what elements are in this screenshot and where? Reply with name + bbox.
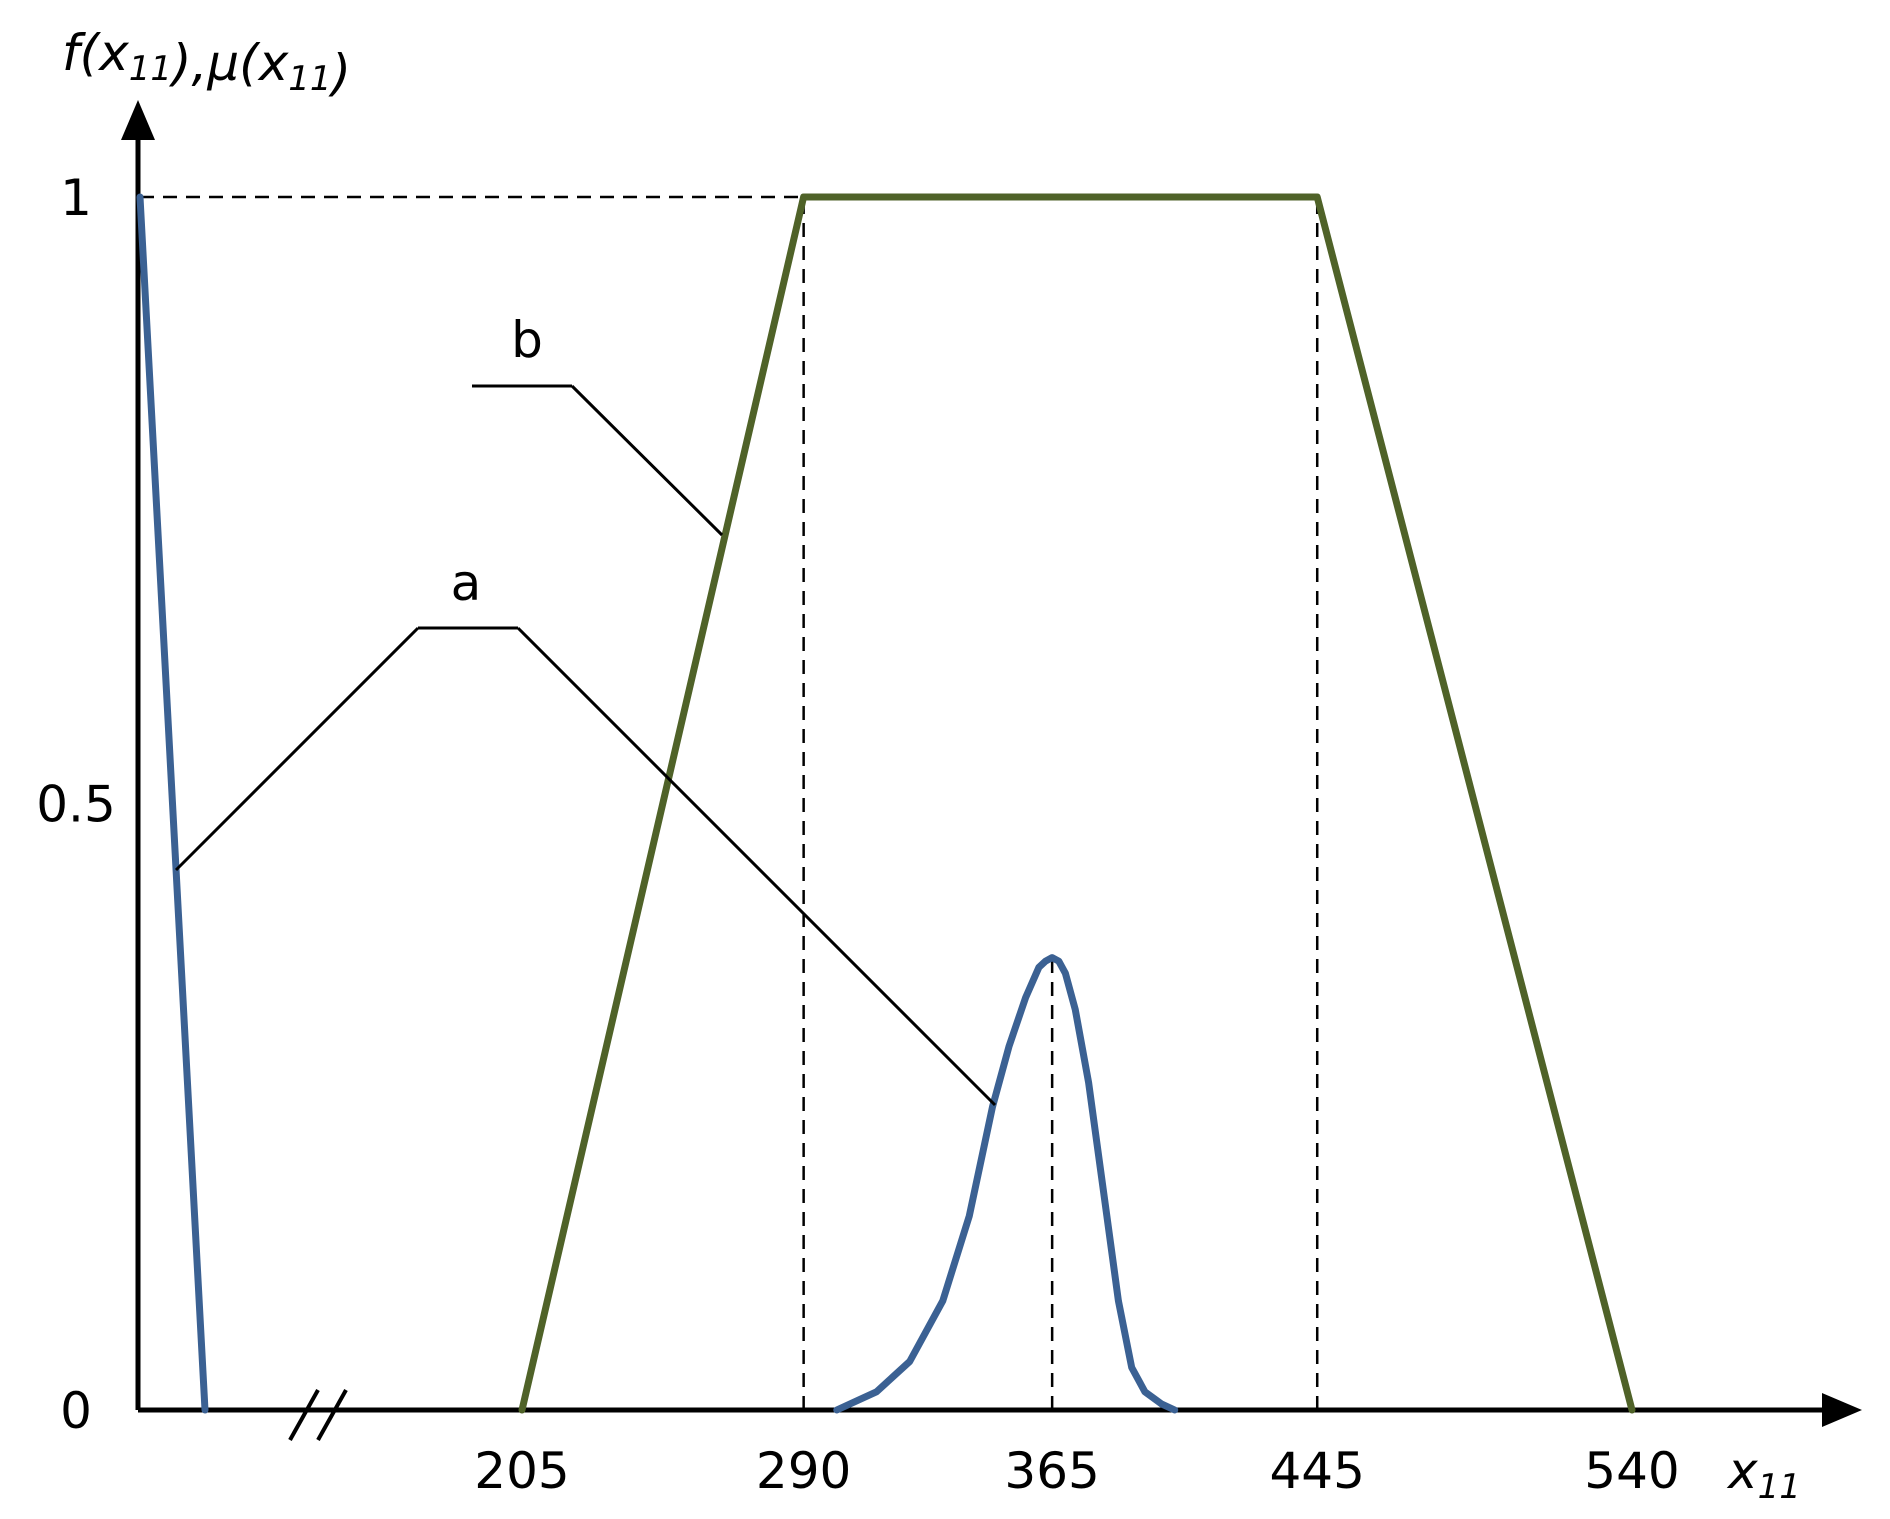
x-axis-label: x11 — [1726, 1442, 1801, 1507]
y-tick-label-1: 0.5 — [36, 776, 116, 834]
callout-b-leader-0 — [570, 384, 724, 537]
callout-label-b: b — [511, 311, 543, 369]
y-tick-label-0: 0 — [60, 1382, 92, 1440]
series-a-segment-1 — [833, 954, 1179, 1414]
callout-label-a: a — [451, 554, 482, 612]
axes — [121, 100, 1862, 1441]
series-a-segment-0 — [136, 193, 209, 1414]
axis-break-mark-1 — [288, 1389, 320, 1441]
reference-lines — [140, 195, 1319, 1410]
callouts — [174, 384, 997, 1107]
axis-break-mark-2 — [316, 1389, 348, 1441]
x-tick-label-2: 365 — [1004, 1442, 1099, 1500]
series-layer — [136, 193, 1636, 1414]
x-axis-arrow — [1822, 1393, 1862, 1427]
x-tick-label-0: 205 — [474, 1442, 569, 1500]
callout-a-leader-0 — [174, 626, 420, 872]
series-b-segment-0 — [518, 193, 1636, 1414]
x-tick-label-4: 540 — [1584, 1442, 1679, 1500]
x-tick-label-3: 445 — [1270, 1442, 1365, 1500]
y-axis-arrow — [121, 100, 155, 140]
callout-a-leader-1 — [516, 626, 997, 1107]
y-tick-label-2: 1 — [60, 169, 92, 227]
y-axis-label: f(x11),μ(x11) — [62, 24, 351, 102]
x-tick-label-1: 290 — [756, 1442, 851, 1500]
labels: a b 0 0.5 1 205 290 365 445 540 f(x11),μ(x11) x11 — [36, 24, 1801, 1507]
